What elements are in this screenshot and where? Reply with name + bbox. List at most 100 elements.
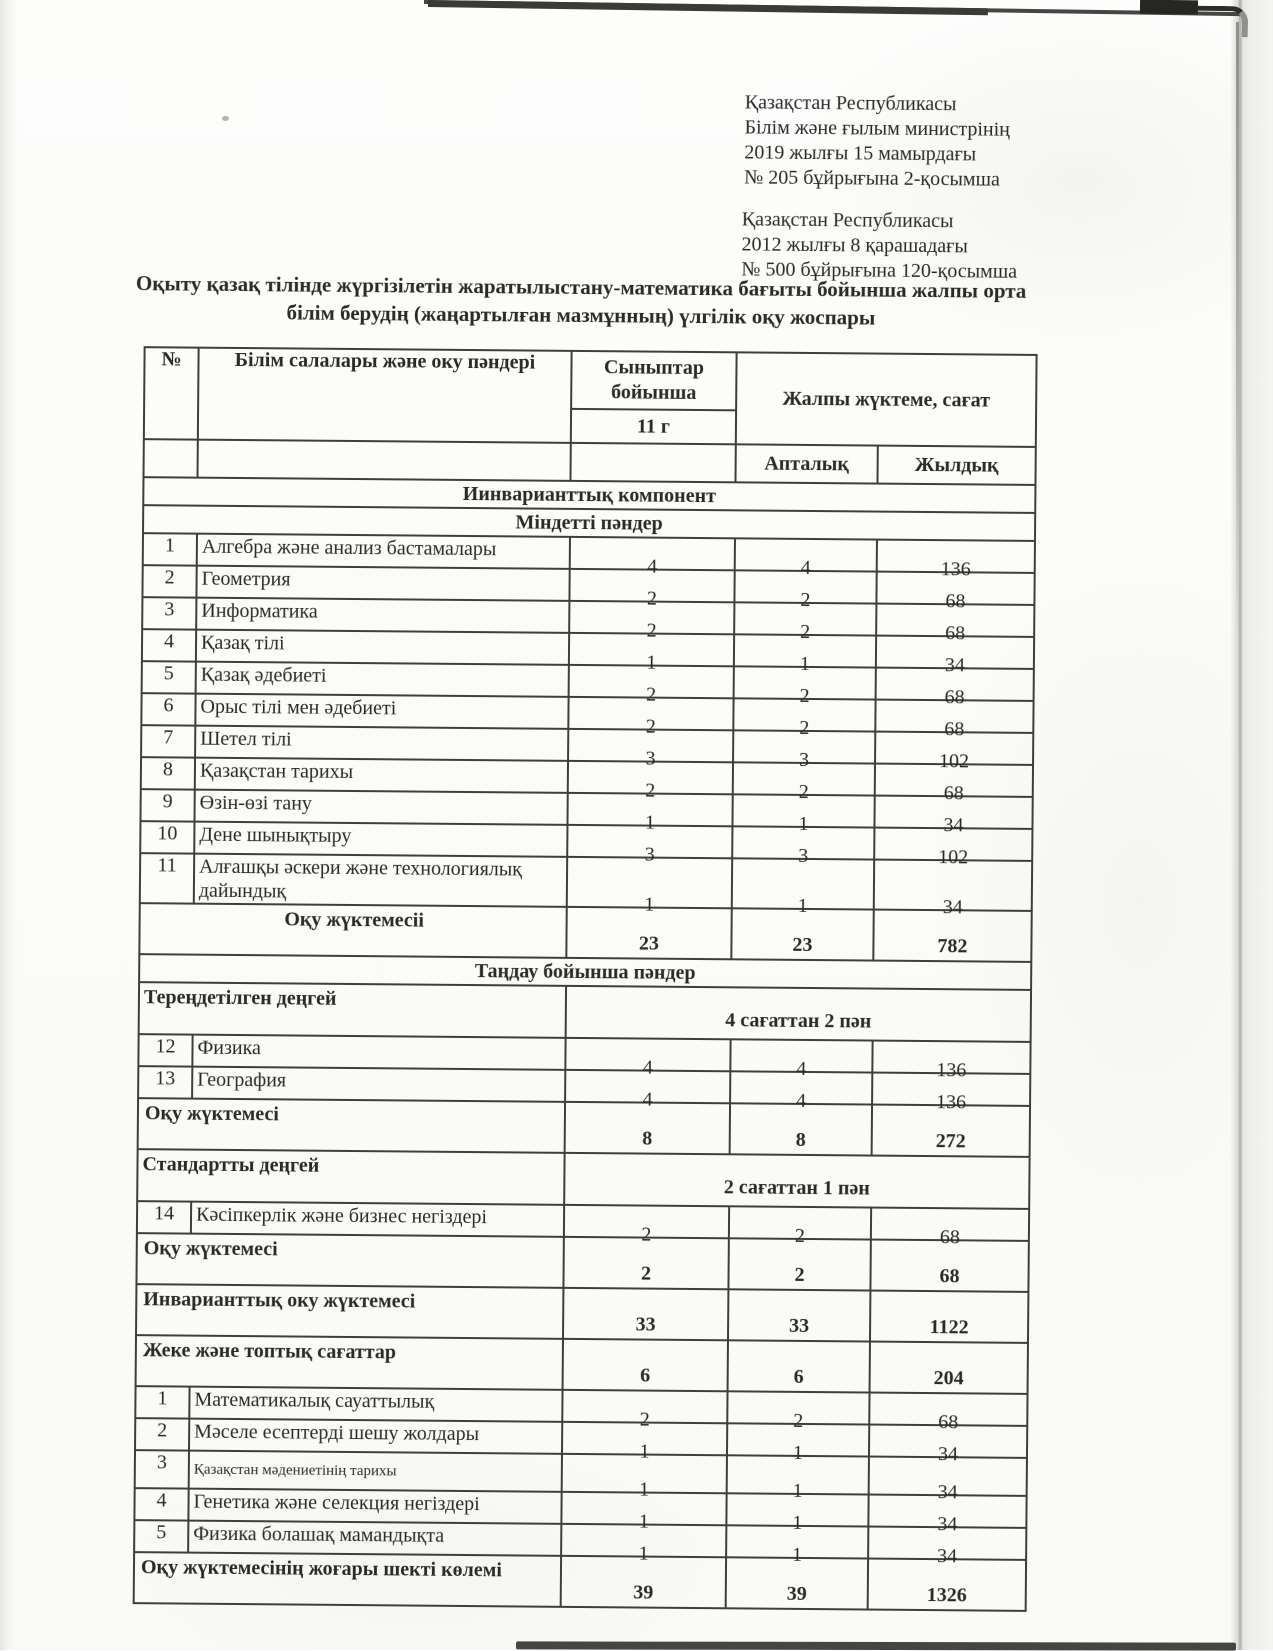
yearly-hours-cell-text: 68 [944,718,965,741]
grade-hours-cell-text: 2 [646,683,657,706]
grade-hours-cell-text: 33 [635,1313,656,1336]
row-number-cell-text: 4 [163,630,175,653]
yearly-hours-cell-text: 34 [937,1443,959,1466]
row-number-cell-text: 2 [164,566,175,589]
section-title-cell-text: Таңдау бойынша пәндер [474,959,696,984]
weekly-hours-cell-text: 4 [800,556,811,579]
stamp-line: № 205 бұйрығына 2-қосымша [744,166,1000,191]
scan-speck [222,116,229,121]
weekly-hours-cell-text: 4 [796,1057,807,1080]
subject-name-cell: Информатика [196,597,570,633]
row-number-cell-text: 9 [162,790,173,813]
row-number-cell: 5 [134,1520,189,1553]
grade-hours-cell-text: 39 [633,1581,654,1604]
weekly-hours-cell-text: 1 [797,894,808,917]
grade-hours-cell-text: 1 [644,811,656,834]
summary-label-cell: Инварианттық оку жүктемесі [136,1284,564,1339]
summary-label-cell: Оқу жүктемесіі [139,903,567,958]
summary-label-cell-text: Оқу жүктемесінің жоғары шекті көлемі [140,1556,502,1582]
subject-name-cell-text: Алгебра және анализ бастамалары [201,535,497,561]
subject-name-cell: Кәсіпкерлік және бизнес негіздері [190,1201,565,1237]
grade-hours-cell-text: 2 [646,619,657,642]
weekly-hours-cell-text: 2 [799,716,810,739]
level-label-cell-text: Тереңдетілген деңгей [143,986,337,1010]
summary-label-cell-text: Инварианттық оку жүктемесі [143,1288,416,1313]
yearly-hours-cell-text: 102 [938,846,969,869]
yearly-hours-cell-text: 136 [935,1091,967,1114]
weekly-hours-cell-text: 1 [798,812,809,835]
stamp-line: 2019 жылғы 15 мамырдағы [744,141,977,166]
yearly-hours-cell: 136 [872,1040,1031,1081]
yearly-hours-cell-text: 68 [939,1226,960,1249]
table-row-summary: Оқу жүктемесіі 23 23 782 [139,903,1032,962]
row-number-cell-text: 10 [157,822,178,845]
yearly-hours-cell: 136 [876,539,1035,580]
grade-hours-cell-text: 2 [646,587,658,610]
row-number-cell: 2 [142,565,197,598]
weekly-hours-cell-text: 23 [792,933,813,957]
header-empty-cell [197,439,571,481]
weekly-hours-cell-text: 6 [793,1365,804,1388]
row-number-cell: 7 [141,725,196,758]
row-number-cell: 14 [136,1201,192,1234]
row-number-cell-text: 11 [157,854,177,877]
weekly-hours-cell-text: 2 [800,620,811,643]
weekly-hours-cell: 4 [734,538,877,579]
grade-hours-cell-text: 4 [642,1056,653,1079]
header-yearly-cell: Жылдық [877,445,1036,485]
subject-name-cell-text: Дене шынықтыру [199,823,352,847]
grade-hours-cell-text: 1 [638,1542,649,1565]
row-number-cell-text: 3 [156,1451,167,1474]
weekly-hours-cell-text: 1 [792,1543,803,1566]
row-number-cell: 1 [135,1386,190,1419]
grade-hours-cell-text: 4 [642,1088,653,1111]
weekly-hours-cell-text: 1 [792,1479,803,1502]
summary-label-cell: Жеке және топтық сағаттар [135,1335,563,1390]
weekly-hours-cell-text: 2 [794,1224,805,1247]
summary-label-cell-text: Оқу жүктемесі [144,1102,280,1126]
yearly-hours-cell-text: 68 [945,622,966,645]
grade-hours-cell-text: 2 [641,1223,652,1246]
header-empty-cell [570,442,736,483]
stamp-line: 2012 жылғы 8 қарашадағы [741,233,968,258]
row-number-cell: 10 [140,821,195,854]
grade-hours-cell-text: 4 [647,555,658,578]
yearly-hours-cell-text: 34 [937,1481,958,1504]
subject-name-cell: Мәселе есептерді шешу жолдары [189,1418,563,1454]
yearly-hours-cell-text: 68 [945,590,966,613]
table-row-subject: 11 Алғашқы әскери және технологиялық дайы… [139,853,1033,918]
header-grade-cell: 11 г [570,408,737,445]
table-row-summary: Оқу жүктемесі 2 2 68 [136,1233,1029,1292]
stamp-line: Қазақстан Республикасы [744,91,957,116]
subject-name-cell-text: Шетел тілі [200,727,292,751]
weekly-hours-cell: 2 [728,1206,872,1247]
scan-left-edge [0,0,18,1650]
subject-name-cell: Математикалық сауаттылық [189,1386,563,1422]
weekly-hours-cell-text: 1 [792,1441,804,1464]
grade-hours-cell: 2 [563,1204,730,1246]
yearly-hours-cell-text: 1122 [929,1316,969,1339]
subject-name-cell: Қазақстан тарихы [194,757,569,793]
subject-name-cell: Дене шынықтыру [194,821,568,857]
subject-name-cell-text: География [197,1068,287,1092]
header-total-load-cell: Жалпы жүктеме, сағат [735,352,1037,447]
row-number-cell-text: 13 [155,1067,176,1090]
weekly-hours-cell-text: 1 [792,1511,803,1534]
scan-bottom-edge-band [515,1641,1237,1651]
level-note-cell: 2 сағаттан 1 пән [564,1152,1030,1209]
grade-hours-cell: 6 [562,1338,728,1392]
summary-label-cell: Оқу жүктемесі [136,1233,564,1288]
row-number-cell-text: 1 [157,1387,168,1410]
weekly-hours-cell-text: 1 [799,652,810,675]
row-number-cell: 11 [139,853,195,904]
grade-hours-cell-text: 1 [644,893,655,916]
row-number-cell-text: 12 [155,1035,176,1058]
grade-hours-cell-text: 3 [645,747,656,770]
subject-name-cell: Генетика және селекция негіздері [188,1488,562,1524]
weekly-hours-cell: 2 [727,1391,870,1432]
row-number-cell-text: 2 [157,1419,168,1442]
grade-hours-cell: 4 [569,536,735,578]
row-number-cell: 9 [140,789,195,822]
row-number-cell: 13 [138,1066,193,1099]
